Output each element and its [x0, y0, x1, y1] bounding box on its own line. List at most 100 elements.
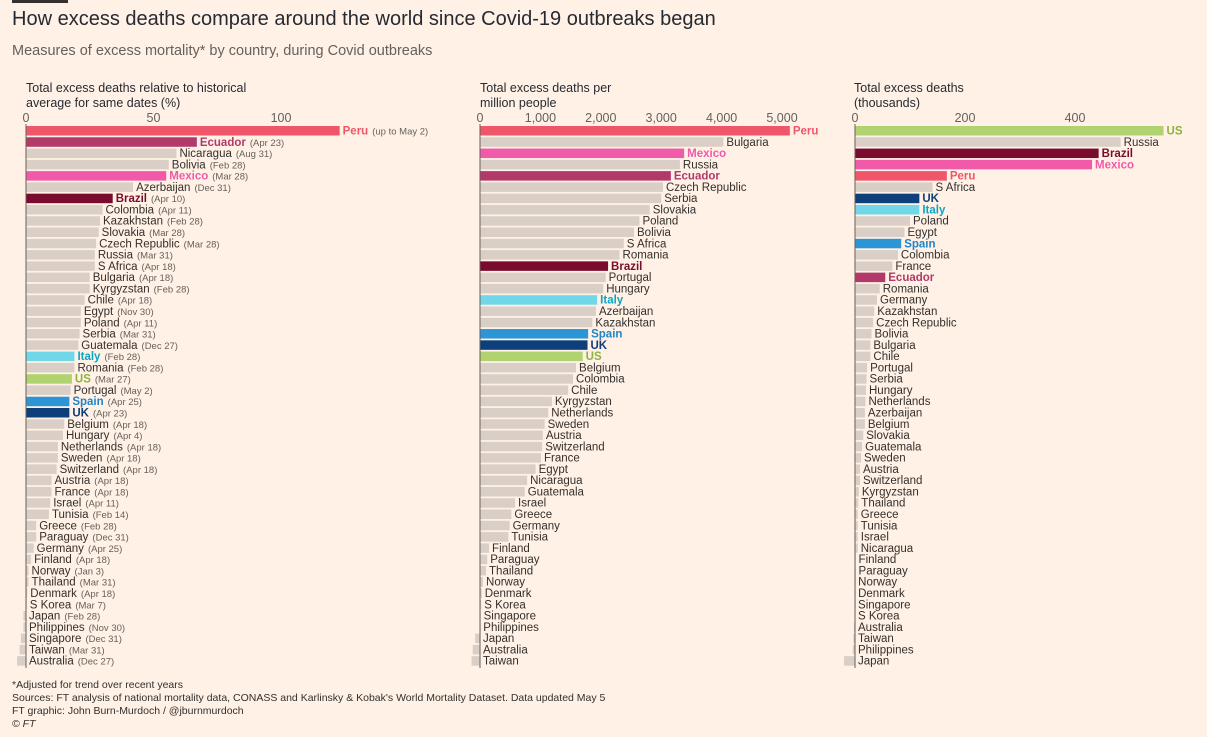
bar-germany: [480, 520, 510, 531]
bar-label-mexico: Mexico (Mar 28): [169, 171, 248, 183]
footnote: *Adjusted for trend over recent years: [12, 679, 184, 691]
bar-sweden: [855, 453, 862, 463]
bar-label-russia: Russia: [1124, 137, 1160, 149]
bar-label-uk: UK: [922, 193, 939, 205]
bar-label-finland: Finland: [859, 554, 897, 566]
bar-label-taiwan: Taiwan (Mar 31): [29, 644, 105, 656]
bar-netherlands: [855, 396, 866, 407]
bar-hungary: [855, 385, 866, 395]
bar-label-peru: Peru (up to May 2): [343, 126, 429, 138]
bar-australia: [17, 656, 26, 666]
bar-label-israel: Israel: [518, 498, 546, 510]
bar-label-switzerland: Switzerland: [545, 441, 604, 453]
bar-philippines: [23, 622, 26, 632]
bar-taiwan: [19, 644, 26, 655]
bar-label-s-korea: S Korea: [484, 599, 526, 611]
bar-france: [26, 486, 52, 497]
bar-czech-republic: [26, 238, 97, 249]
bar-russia: [855, 137, 1121, 147]
tick-label: 4,000: [706, 111, 737, 125]
bar-label-chile: Chile: [571, 385, 597, 397]
bar-label-uk: UK: [591, 340, 608, 352]
bar-greece: [26, 520, 37, 531]
bar-belgium: [480, 362, 577, 373]
page-subtitle: Measures of excess mortality* by country…: [12, 43, 433, 59]
bar-label-s-korea: S Korea (Mar 7): [30, 599, 106, 611]
bar-tunisia: [480, 532, 509, 542]
bar-label-philippines: Philippines (Nov 30): [29, 622, 125, 634]
bar-spain: [855, 238, 902, 249]
bar-romania: [480, 250, 620, 260]
bar-label-singapore: Singapore (Dec 31): [29, 633, 122, 645]
bar-label-thailand: Thailand: [489, 565, 533, 577]
bar-label-azerbaijan: Azerbaijan: [868, 408, 922, 420]
bar-label-us: US: [586, 351, 602, 363]
bar-label-netherlands: Netherlands (Apr 18): [61, 441, 161, 453]
tick-label: 0: [23, 111, 30, 125]
tick-label: 100: [271, 111, 292, 125]
bar-kyrgyzstan: [26, 283, 90, 294]
bar-bolivia: [480, 227, 635, 238]
tick-label: 0: [852, 111, 859, 125]
bar-label-nicaragua: Nicaragua: [861, 543, 914, 555]
bar-label-bulgaria: Bulgaria: [726, 137, 769, 149]
bar-netherlands: [480, 408, 549, 418]
bar-label-france: France: [544, 453, 580, 465]
bar-egypt: [26, 306, 81, 316]
panel-title-per-million: Total excess deaths per million people: [480, 81, 612, 110]
bar-slovakia: [26, 227, 99, 238]
bar-label-finland: Finland (Apr 18): [34, 554, 110, 566]
bar-germany: [26, 543, 34, 553]
bar-label-paraguay: Paraguay: [490, 554, 539, 566]
bar-nicaragua: [855, 543, 858, 553]
bar-label-ecuador: Ecuador (Apr 23): [200, 137, 284, 149]
tick-label: 3,000: [646, 111, 677, 125]
bar-label-kyrgyzstan: Kyrgyzstan (Feb 28): [93, 283, 190, 295]
bar-label-s-africa: S Africa (Apr 18): [98, 261, 176, 273]
bar-switzerland: [480, 441, 543, 452]
graphic-credit: FT graphic: John Burn-Murdoch / @jburnmu…: [12, 705, 244, 717]
bar-denmark: [26, 588, 28, 598]
bar-label-hungary: Hungary: [606, 283, 650, 295]
bar-kyrgyzstan: [480, 396, 552, 407]
bar-france: [855, 261, 893, 271]
page-title: How excess deaths compare around the wor…: [12, 8, 716, 30]
bar-austria: [855, 464, 860, 474]
bar-label-s-africa: S Africa: [936, 182, 976, 194]
bar-brazil: [480, 261, 609, 271]
bar-chile: [480, 385, 569, 395]
bar-chile: [26, 295, 85, 305]
bar-label-tunisia: Tunisia: [511, 532, 548, 544]
bar-uk: [480, 340, 588, 350]
bar-label-switzerland: Switzerland (Apr 18): [60, 464, 158, 476]
bar-label-czech-republic: Czech Republic: [876, 317, 957, 329]
bar-label-singapore: Singapore: [858, 599, 910, 611]
bar-italy: [855, 204, 920, 215]
bar-australia: [853, 622, 855, 632]
bar-portugal: [855, 362, 868, 373]
bar-poland: [480, 216, 640, 226]
bar-egypt: [480, 464, 536, 474]
bar-nicaragua: [26, 148, 177, 159]
bar-label-chile: Chile (Apr 18): [88, 295, 153, 307]
bar-label-belgium: Belgium: [579, 362, 621, 374]
bar-label-taiwan: Taiwan: [858, 633, 894, 645]
bar-us: [26, 374, 72, 384]
bar-brazil: [855, 148, 1099, 159]
bar-label-brazil: Brazil: [1102, 148, 1133, 160]
bar-portugal: [480, 272, 606, 283]
bar-label-germany: Germany: [880, 295, 928, 307]
bar-label-denmark: Denmark: [858, 588, 905, 600]
bar-s-africa: [26, 261, 95, 271]
bar-kazakhstan: [855, 306, 875, 316]
bar-romania: [26, 362, 75, 373]
bar-czech-republic: [855, 317, 874, 328]
bar-label-colombia: Colombia (Apr 11): [106, 204, 192, 216]
bar-label-peru: Peru: [950, 171, 976, 183]
bar-poland: [855, 216, 910, 226]
bar-label-poland: Poland: [642, 216, 678, 228]
bar-kazakhstan: [26, 216, 100, 226]
bar-serbia: [480, 193, 662, 204]
bar-label-us: US (Mar 27): [75, 374, 131, 386]
bar-label-israel: Israel: [861, 532, 889, 544]
